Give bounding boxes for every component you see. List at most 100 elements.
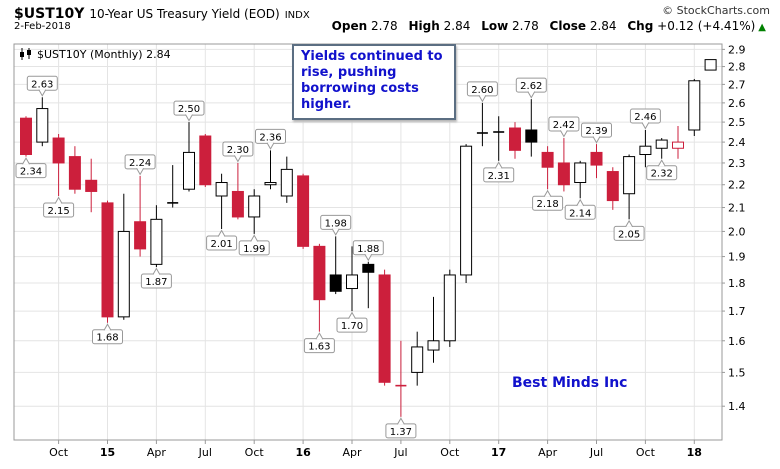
price-label-pointer xyxy=(152,267,161,275)
open-label: Open xyxy=(331,19,368,33)
candlestick-style-icon xyxy=(20,48,31,60)
candle-body-filled xyxy=(297,175,310,247)
up-triangle-icon: ▲ xyxy=(758,22,766,33)
x-axis-label: Oct xyxy=(440,446,460,459)
candle-body-filled xyxy=(199,135,212,186)
candle-body-hollow xyxy=(215,182,228,197)
x-axis-label: Oct xyxy=(636,446,656,459)
y-axis-label: 2.6 xyxy=(728,97,746,110)
x-axis-label: Apr xyxy=(147,446,167,459)
price-label-low: 1.99 xyxy=(243,244,265,255)
x-axis-label: 15 xyxy=(100,446,115,459)
candle-body-hollow xyxy=(672,141,684,149)
candle-doji-dash xyxy=(476,132,488,134)
y-axis-label: 1.6 xyxy=(728,335,746,348)
candle-body-hollow xyxy=(688,80,701,131)
y-axis-label: 2.1 xyxy=(728,202,746,215)
price-label-high: 2.50 xyxy=(178,104,200,115)
candle-body-filled xyxy=(101,202,114,318)
price-label-pointer xyxy=(543,189,552,198)
y-axis-label: 1.5 xyxy=(728,366,746,379)
price-label-pointer xyxy=(364,253,373,262)
y-axis-label: 2.9 xyxy=(728,43,746,56)
x-axis-label: Apr xyxy=(538,446,558,459)
price-label-low: 2.34 xyxy=(20,167,42,178)
candle-body-hollow xyxy=(411,346,424,373)
stockcharts-copyright: © StockCharts.com xyxy=(662,4,770,17)
candle-body-filled xyxy=(134,221,147,250)
candle-body-hollow xyxy=(623,156,636,195)
price-label-low: 1.87 xyxy=(145,277,167,288)
price-label-high: 2.46 xyxy=(634,112,656,123)
price-label-low: 1.37 xyxy=(390,427,412,438)
price-label-pointer xyxy=(266,142,275,150)
price-label-pointer xyxy=(592,136,601,144)
price-label-pointer xyxy=(494,161,503,169)
x-axis-label: 18 xyxy=(687,446,702,459)
price-label-high: 2.42 xyxy=(553,120,575,131)
candle-body-filled xyxy=(68,156,81,190)
price-label-high: 2.60 xyxy=(471,85,493,96)
price-label-pointer xyxy=(331,228,340,236)
candle-body-hollow xyxy=(639,145,652,156)
price-label-pointer xyxy=(657,159,666,167)
candle-body-hollow xyxy=(248,195,261,218)
price-label-pointer xyxy=(315,332,324,340)
x-axis-label: 16 xyxy=(295,446,311,459)
price-label-pointer xyxy=(136,168,145,176)
watermark-text: Best Minds Inc xyxy=(512,375,628,391)
candle-body-filled xyxy=(313,245,326,301)
price-label-pointer xyxy=(478,95,487,103)
candle-body-hollow xyxy=(427,340,440,351)
price-label-pointer xyxy=(559,130,568,138)
high-value: 2.84 xyxy=(443,19,471,33)
x-axis-label: Jul xyxy=(589,446,603,459)
y-axis-label: 1.4 xyxy=(728,400,746,413)
y-axis-label: 2.0 xyxy=(728,225,746,238)
candle-doji-dash xyxy=(493,131,505,133)
price-label-high: 2.24 xyxy=(129,158,151,169)
legend-text: $UST10Y (Monthly) 2.84 xyxy=(37,48,171,61)
price-label-pointer xyxy=(625,219,634,228)
price-label-pointer xyxy=(348,311,356,319)
price-label-pointer xyxy=(250,234,259,242)
price-label-pointer xyxy=(217,229,226,237)
price-label-low: 2.15 xyxy=(47,206,69,217)
candle-body-hollow xyxy=(183,151,195,190)
candle-body-filled xyxy=(557,162,570,186)
candle-doji-dash xyxy=(395,384,407,387)
price-label-high: 1.98 xyxy=(325,218,347,229)
y-axis-label: 2.3 xyxy=(728,157,746,170)
candle-body-hollow xyxy=(346,274,358,290)
exchange-label: INDX xyxy=(284,10,310,21)
price-label-low: 2.18 xyxy=(536,199,558,210)
price-label-low: 1.63 xyxy=(308,342,330,353)
candle-body-filled xyxy=(329,274,342,292)
candle-body-hollow xyxy=(280,168,293,197)
x-axis-label: Jul xyxy=(393,446,407,459)
candle-body-filled xyxy=(509,127,521,151)
x-axis-label: 17 xyxy=(491,446,506,459)
close-label: Close xyxy=(549,19,586,33)
price-label-high: 2.30 xyxy=(227,145,249,156)
high-label: High xyxy=(408,19,440,33)
price-label-high: 2.63 xyxy=(31,79,53,90)
price-label-pointer xyxy=(396,417,405,425)
price-label-box xyxy=(15,163,47,179)
price-label-pointer xyxy=(103,323,112,331)
price-label-pointer xyxy=(185,114,193,122)
y-axis-label: 1.7 xyxy=(728,305,746,318)
candle-body-filled xyxy=(231,190,244,218)
price-label-high: 1.88 xyxy=(357,244,379,255)
candle-body-filled xyxy=(52,137,65,164)
low-label: Low xyxy=(481,19,509,33)
price-label-high: 2.36 xyxy=(259,132,281,143)
candle-body-hollow xyxy=(574,162,587,184)
quote-date: 2-Feb-2018 xyxy=(14,21,71,32)
y-axis-label: 1.8 xyxy=(728,277,746,290)
candle-body-hollow xyxy=(264,182,277,186)
price-label-low: 1.70 xyxy=(341,321,363,332)
price-label-low: 1.68 xyxy=(96,333,118,344)
